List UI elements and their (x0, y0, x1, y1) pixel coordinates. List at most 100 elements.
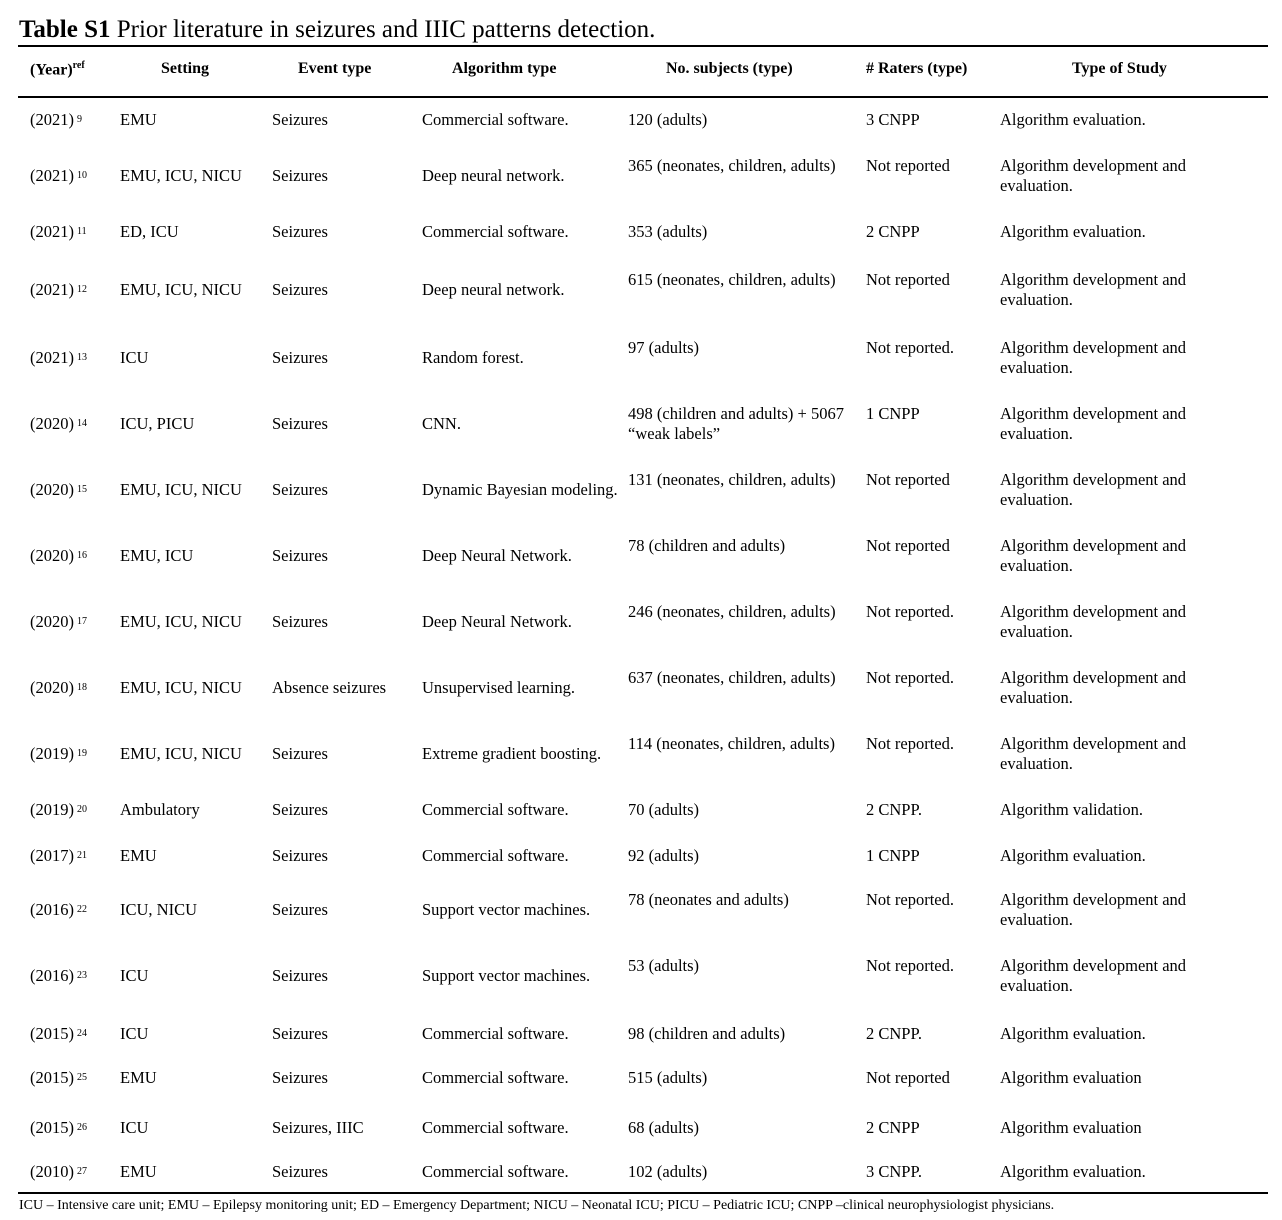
year-cell: (2021) 10 (30, 166, 87, 185)
year-cell: (2020) 16 (30, 546, 87, 565)
algorithm-cell: Deep Neural Network. (422, 612, 572, 631)
year-cell: (2010) 27 (30, 1162, 87, 1181)
year-cell: (2020) 17 (30, 612, 87, 631)
setting-cell: EMU, ICU, NICU (120, 480, 242, 499)
ref-number: 25 (77, 1072, 87, 1083)
raters-cell: Not reported (866, 270, 950, 289)
setting-cell: Ambulatory (120, 800, 200, 819)
subjects-cell: 97 (adults) (628, 338, 700, 357)
year-cell: (2015) 24 (30, 1024, 87, 1043)
table-row: (2021) 12 EMU, ICU, NICU Seizures Deep neura… (0, 266, 1282, 334)
algorithm-cell: Commercial software. (422, 800, 569, 819)
setting-cell: EMU, ICU (120, 546, 194, 565)
year-cell: (2021) 11 (30, 222, 87, 241)
table-row: (2020) 17 EMU, ICU, NICU Seizures Deep Neura… (0, 598, 1282, 664)
raters-cell: Not reported (866, 156, 950, 175)
study-type-cell: Algorithm development and evaluation. (1000, 404, 1187, 443)
table-row: (2016) 23 ICU Seizures Support vector machin… (0, 952, 1282, 1020)
year-cell: (2015) 26 (30, 1118, 87, 1137)
algorithm-cell: Deep neural network. (422, 166, 565, 185)
header-rule (18, 96, 1268, 98)
table-caption: Prior literature in seizures and IIIC pa… (110, 16, 656, 43)
ref-number: 27 (77, 1166, 87, 1177)
raters-cell: 3 CNPP (866, 110, 920, 129)
raters-cell: Not reported (866, 470, 950, 489)
subjects-cell: 498 (children and adults) + 5067 “weak l… (628, 404, 844, 443)
table-row: (2015) 25 EMU Seizures Commercial software. 5… (0, 1064, 1282, 1114)
subjects-cell: 53 (adults) (628, 956, 700, 975)
raters-cell: 1 CNPP (866, 846, 920, 865)
top-rule (18, 45, 1268, 47)
setting-cell: EMU, ICU, NICU (120, 744, 242, 763)
event-cell: Seizures (272, 166, 328, 185)
study-type-cell: Algorithm evaluation (1000, 1068, 1142, 1087)
year-cell: (2020) 15 (30, 480, 87, 499)
event-cell: Seizures (272, 546, 328, 565)
subjects-cell: 78 (children and adults) (628, 536, 786, 555)
setting-cell: EMU, ICU, NICU (120, 678, 242, 697)
raters-cell: Not reported. (866, 890, 954, 909)
col-raters: # Raters (type) (866, 60, 968, 77)
setting-cell: ICU (120, 1024, 149, 1043)
col-algorithm-type: Algorithm type (452, 60, 557, 77)
event-cell: Seizures (272, 480, 328, 499)
setting-cell: EMU, ICU, NICU (120, 280, 242, 299)
algorithm-cell: Support vector machines. (422, 900, 591, 919)
study-type-cell: Algorithm evaluation. (1000, 110, 1146, 129)
algorithm-cell: Commercial software. (422, 1024, 569, 1043)
table-row: (2019) 20 Ambulatory Seizures Commercial sof… (0, 796, 1282, 842)
algorithm-cell: Extreme gradient boosting. (422, 744, 602, 763)
algorithm-cell: Support vector machines. (422, 966, 591, 985)
ref-number: 15 (77, 484, 87, 495)
ref-number: 18 (77, 682, 87, 693)
col-setting: Setting (161, 60, 209, 77)
study-type-cell: Algorithm development and evaluation. (1000, 536, 1187, 575)
study-type-cell: Algorithm development and evaluation. (1000, 734, 1187, 773)
algorithm-cell: Deep Neural Network. (422, 546, 572, 565)
table-row: (2020) 18 EMU, ICU, NICU Absence seizures Un… (0, 664, 1282, 730)
table-header: (Year)ref Setting Event type Algorithm t… (0, 60, 1282, 84)
subjects-cell: 102 (adults) (628, 1162, 708, 1181)
col-year: (Year)ref (30, 60, 85, 79)
study-type-cell: Algorithm development and evaluation. (1000, 956, 1187, 995)
event-cell: Seizures (272, 222, 328, 241)
event-cell: Seizures (272, 612, 328, 631)
setting-cell: EMU (120, 1068, 157, 1087)
raters-cell: Not reported. (866, 668, 954, 687)
study-type-cell: Algorithm development and evaluation. (1000, 668, 1187, 707)
setting-cell: EMU (120, 110, 157, 129)
event-cell: Seizures (272, 348, 328, 367)
algorithm-cell: Commercial software. (422, 1068, 569, 1087)
raters-cell: 3 CNPP. (866, 1162, 922, 1181)
subjects-cell: 131 (neonates, children, adults) (628, 470, 836, 489)
raters-cell: 1 CNPP (866, 404, 920, 423)
study-type-cell: Algorithm development and evaluation. (1000, 470, 1187, 509)
year-cell: (2019) 20 (30, 800, 87, 819)
subjects-cell: 365 (neonates, children, adults) (628, 156, 836, 175)
raters-cell: Not reported (866, 1068, 950, 1087)
study-type-cell: Algorithm validation. (1000, 800, 1143, 819)
subjects-cell: 637 (neonates, children, adults) (628, 668, 836, 687)
table-label: Table S1 (19, 16, 111, 43)
ref-number: 22 (77, 904, 87, 915)
event-cell: Seizures (272, 900, 328, 919)
subjects-cell: 615 (neonates, children, adults) (628, 270, 836, 289)
ref-number: 20 (77, 804, 87, 815)
ref-number: 16 (77, 550, 87, 561)
year-cell: (2021) 9 (30, 110, 82, 129)
table-row: (2021) 13 ICU Seizures Random forest. 97 (adu… (0, 334, 1282, 400)
event-cell: Seizures (272, 414, 328, 433)
setting-cell: EMU, ICU, NICU (120, 166, 242, 185)
algorithm-cell: Commercial software. (422, 1118, 569, 1137)
table-row: (2019) 19 EMU, ICU, NICU Seizures Extreme gr… (0, 730, 1282, 796)
year-cell: (2021) 12 (30, 280, 87, 299)
year-cell: (2020) 14 (30, 414, 87, 433)
subjects-cell: 98 (children and adults) (628, 1024, 786, 1043)
study-type-cell: Algorithm development and evaluation. (1000, 270, 1187, 309)
table-row: (2021) 10 EMU, ICU, NICU Seizures Deep neura… (0, 152, 1282, 218)
table-row: (2020) 14 ICU, PICU Seizures CNN. 498 (childr… (0, 400, 1282, 466)
subjects-cell: 68 (adults) (628, 1118, 700, 1137)
table-row: (2020) 15 EMU, ICU, NICU Seizures Dynamic Ba… (0, 466, 1282, 532)
study-type-cell: Algorithm development and evaluation. (1000, 156, 1187, 195)
ref-number: 26 (77, 1122, 87, 1133)
